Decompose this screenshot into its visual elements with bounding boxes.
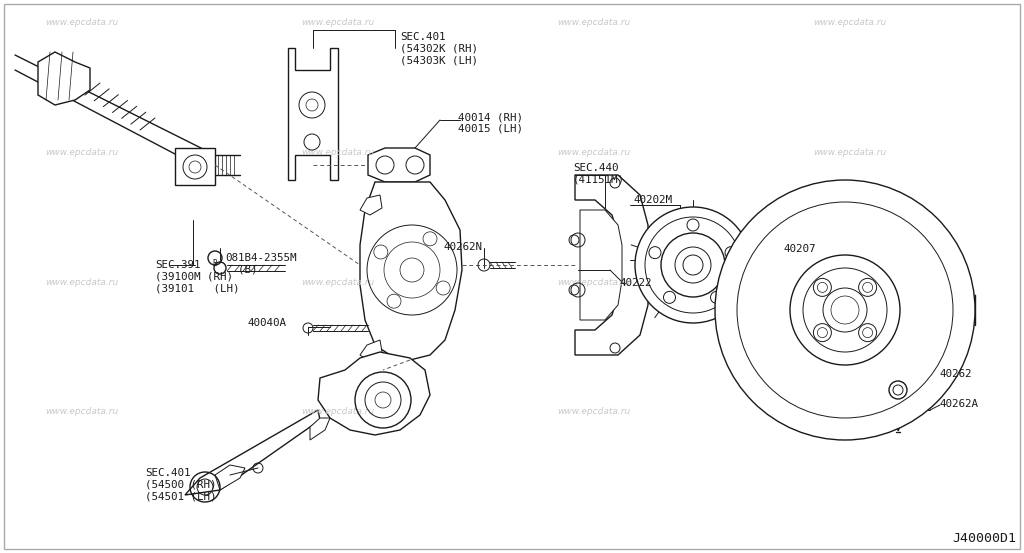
Circle shape bbox=[687, 219, 699, 231]
Text: SEC.391
(39100M (RH)
(39101   (LH): SEC.391 (39100M (RH) (39101 (LH) bbox=[155, 260, 240, 293]
Text: www.epcdata.ru: www.epcdata.ru bbox=[301, 18, 375, 27]
Circle shape bbox=[711, 291, 723, 304]
Text: SEC.440
(41151M): SEC.440 (41151M) bbox=[573, 163, 625, 185]
Text: SEC.401
(54302K (RH)
(54303K (LH): SEC.401 (54302K (RH) (54303K (LH) bbox=[400, 32, 478, 65]
Text: www.epcdata.ru: www.epcdata.ru bbox=[813, 18, 887, 27]
Text: 40014 (RH)
40015 (LH): 40014 (RH) 40015 (LH) bbox=[458, 112, 523, 134]
Text: www.epcdata.ru: www.epcdata.ru bbox=[45, 408, 119, 416]
Text: www.epcdata.ru: www.epcdata.ru bbox=[301, 408, 375, 416]
Text: www.epcdata.ru: www.epcdata.ru bbox=[813, 278, 887, 286]
Text: B: B bbox=[213, 258, 217, 268]
Circle shape bbox=[859, 278, 877, 296]
Text: www.epcdata.ru: www.epcdata.ru bbox=[557, 408, 631, 416]
Polygon shape bbox=[360, 182, 462, 360]
Text: 40262A: 40262A bbox=[940, 399, 979, 409]
Text: 40222: 40222 bbox=[620, 278, 652, 288]
Text: www.epcdata.ru: www.epcdata.ru bbox=[301, 278, 375, 286]
Polygon shape bbox=[175, 148, 215, 185]
Text: www.epcdata.ru: www.epcdata.ru bbox=[45, 18, 119, 27]
Circle shape bbox=[859, 324, 877, 342]
Circle shape bbox=[662, 233, 725, 297]
Circle shape bbox=[813, 278, 831, 296]
Polygon shape bbox=[38, 52, 90, 105]
Text: www.epcdata.ru: www.epcdata.ru bbox=[557, 18, 631, 27]
Text: 40202M: 40202M bbox=[633, 195, 672, 205]
Text: 40262: 40262 bbox=[940, 369, 973, 379]
Circle shape bbox=[649, 247, 660, 259]
Text: 081B4-2355M
  (B): 081B4-2355M (B) bbox=[225, 253, 297, 275]
Text: J40000D1: J40000D1 bbox=[952, 532, 1016, 545]
Polygon shape bbox=[360, 340, 382, 362]
Polygon shape bbox=[310, 418, 330, 440]
Polygon shape bbox=[185, 410, 319, 495]
Polygon shape bbox=[580, 210, 622, 320]
Polygon shape bbox=[368, 148, 430, 182]
Text: www.epcdata.ru: www.epcdata.ru bbox=[813, 408, 887, 416]
Text: www.epcdata.ru: www.epcdata.ru bbox=[813, 148, 887, 156]
Polygon shape bbox=[360, 195, 382, 215]
Polygon shape bbox=[288, 48, 338, 180]
Circle shape bbox=[823, 288, 867, 332]
Circle shape bbox=[715, 180, 975, 440]
Polygon shape bbox=[575, 175, 648, 355]
Text: www.epcdata.ru: www.epcdata.ru bbox=[557, 148, 631, 156]
Text: www.epcdata.ru: www.epcdata.ru bbox=[45, 278, 119, 286]
Polygon shape bbox=[318, 352, 430, 435]
Polygon shape bbox=[215, 465, 245, 490]
Text: 40207: 40207 bbox=[784, 244, 816, 254]
Text: SEC.401
(54500 (RH)
(54501 (LH): SEC.401 (54500 (RH) (54501 (LH) bbox=[145, 468, 216, 501]
Text: 40262N: 40262N bbox=[444, 242, 483, 252]
Text: 40040A: 40040A bbox=[248, 318, 287, 328]
Text: www.epcdata.ru: www.epcdata.ru bbox=[301, 148, 375, 156]
Circle shape bbox=[725, 247, 737, 259]
Text: www.epcdata.ru: www.epcdata.ru bbox=[45, 148, 119, 156]
Circle shape bbox=[664, 291, 676, 304]
Text: www.epcdata.ru: www.epcdata.ru bbox=[557, 278, 631, 286]
Circle shape bbox=[790, 255, 900, 365]
Circle shape bbox=[889, 381, 907, 399]
Circle shape bbox=[635, 207, 751, 323]
Circle shape bbox=[813, 324, 831, 342]
